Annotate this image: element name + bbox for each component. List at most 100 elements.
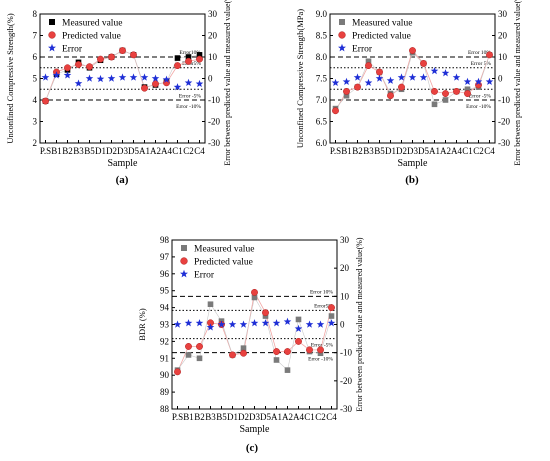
- panel-label-a: (a): [116, 174, 129, 186]
- y2-tick-label-a: -10: [208, 95, 220, 105]
- legend-marker-predicted-c: [180, 257, 188, 265]
- reference-line-label-c: Error -10%: [308, 357, 333, 363]
- x-tick-label-b: A1: [429, 146, 440, 156]
- error-point-c: [173, 320, 182, 328]
- predicted-point-c: [295, 337, 302, 345]
- y-tick-label-b: 9.0: [316, 9, 328, 19]
- legend-label-c: Measured value: [194, 245, 254, 255]
- y-tick-label-c: 93: [160, 320, 170, 330]
- error-point-a: [162, 75, 171, 83]
- predicted-point-c: [196, 343, 203, 350]
- x-tick-label-a: D5: [128, 146, 139, 156]
- predicted-point-b: [398, 83, 405, 91]
- error-point-c: [283, 317, 292, 325]
- predicted-point-c: [284, 348, 291, 355]
- y2-tick-label-a: -30: [208, 138, 220, 148]
- x-tick-label-c: A4: [293, 412, 304, 422]
- predicted-point-b: [376, 68, 383, 76]
- x-tick-label-a: B3: [73, 146, 84, 156]
- predicted-point-c: [185, 343, 192, 350]
- error-point-b: [419, 73, 428, 81]
- y-tick-label-a: 4: [33, 95, 38, 105]
- error-point-b: [474, 77, 483, 85]
- measured-point-a: [174, 55, 181, 61]
- error-point-a: [118, 73, 127, 81]
- y2-tick-label-c: -20: [340, 376, 352, 386]
- y-tick-label-c: 92: [160, 336, 169, 346]
- x-tick-label-a: P.S: [40, 146, 51, 156]
- predicted-point-c: [273, 348, 280, 355]
- y-tick-label-a: 5: [33, 74, 38, 84]
- error-point-b: [331, 78, 340, 87]
- error-point-c: [195, 319, 204, 327]
- y2-axis-label-c: Error between predicted value and measur…: [355, 237, 364, 411]
- legend-label-a: Predicted value: [62, 32, 121, 42]
- legend-marker-predicted-b: [338, 31, 346, 39]
- measured-point-c: [185, 352, 192, 358]
- measured-point-c: [273, 357, 280, 363]
- y-tick-label-c: 95: [160, 286, 170, 296]
- error-point-c: [184, 319, 193, 327]
- reference-line-label-b: Error 10%: [468, 50, 491, 56]
- y2-tick-label-c: -10: [340, 348, 352, 358]
- reference-line-label-c: Error -5%: [311, 343, 334, 349]
- predicted-point-b: [486, 51, 493, 59]
- error-point-b: [386, 76, 395, 84]
- y2-tick-label-b: 0: [498, 74, 503, 84]
- error-point-c: [305, 320, 314, 328]
- predicted-point-c: [174, 368, 181, 376]
- predicted-point-a: [130, 51, 137, 59]
- legend-label-c: Predicted value: [194, 258, 253, 268]
- error-point-b: [408, 73, 417, 81]
- predicted-point-b: [354, 83, 361, 91]
- y2-tick-label-a: -20: [208, 117, 220, 127]
- predicted-point-b: [409, 47, 416, 54]
- predicted-point-b: [442, 90, 449, 98]
- y2-tick-label-b: -20: [498, 117, 510, 127]
- measured-point-c: [207, 301, 214, 308]
- y-tick-label-b: 8.0: [316, 52, 328, 62]
- measured-point-c: [295, 316, 302, 323]
- predicted-point-c: [240, 349, 247, 357]
- predicted-point-b: [464, 90, 471, 98]
- predicted-point-a: [152, 80, 159, 88]
- predicted-point-a: [174, 62, 181, 70]
- x-tick-label-c: P.S: [172, 412, 183, 422]
- error-point-a: [41, 73, 50, 81]
- error-point-c: [250, 319, 259, 327]
- reference-line-label-b: Error 5%: [471, 61, 492, 67]
- x-tick-label-a: D2: [106, 146, 117, 156]
- x-tick-label-b: B1: [341, 146, 352, 156]
- predicted-point-c: [328, 304, 335, 312]
- y2-tick-label-a: 0: [208, 74, 213, 84]
- predicted-point-b: [387, 92, 394, 100]
- x-tick-label-a: C2: [183, 146, 194, 156]
- legend-label-b: Error: [352, 45, 373, 55]
- x-tick-label-a: A1: [139, 146, 150, 156]
- y-tick-label-a: 7: [33, 31, 38, 41]
- error-point-c: [239, 320, 248, 328]
- error-point-c: [206, 323, 215, 331]
- y-tick-label-b: 8.5: [316, 31, 328, 41]
- legend-marker-error-c: [180, 269, 188, 278]
- x-tick-label-b: C2: [473, 146, 484, 156]
- error-point-b: [452, 73, 461, 81]
- x-axis-label-c: Sample: [240, 424, 271, 435]
- error-point-a: [52, 71, 61, 79]
- x-tick-label-c: B5: [216, 412, 227, 422]
- x-tick-label-b: B2: [352, 146, 363, 156]
- legend-label-b: Predicted value: [352, 32, 411, 42]
- predicted-point-b: [365, 62, 372, 70]
- error-point-c: [316, 320, 325, 328]
- x-tick-label-b: D3: [407, 146, 418, 156]
- x-tick-label-a: A2: [150, 146, 161, 156]
- x-tick-label-b: C4: [484, 146, 495, 156]
- reference-line-label-c: Error5%: [314, 303, 333, 309]
- x-tick-label-c: C4: [326, 412, 337, 422]
- y-axis-label-a: Unconfined Compressive Strength(%): [5, 13, 15, 143]
- error-point-b: [353, 73, 362, 81]
- predicted-point-a: [64, 64, 71, 72]
- error-point-a: [107, 74, 116, 82]
- predicted-point-b: [343, 87, 350, 95]
